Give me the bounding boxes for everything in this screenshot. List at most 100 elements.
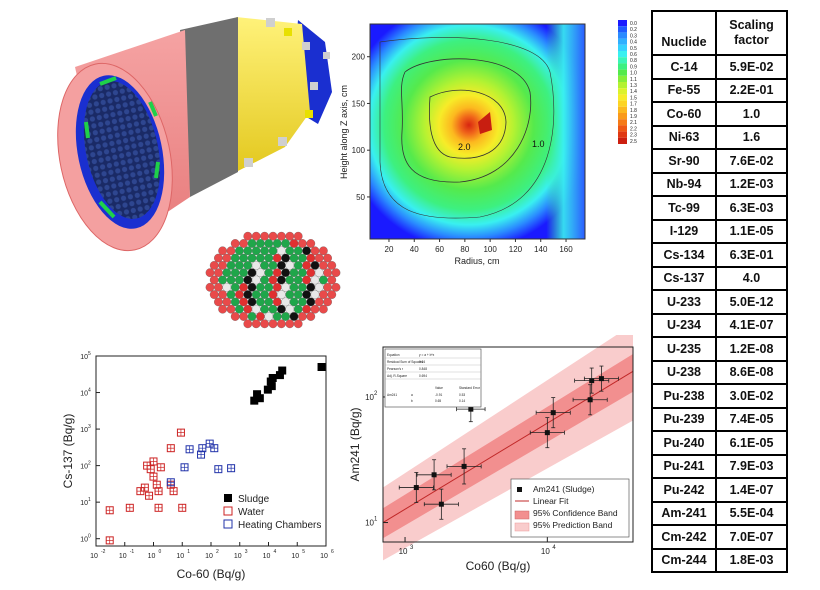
cell-nuclide: Pu-241 [651,453,717,479]
fuel-cell [268,246,278,256]
fuel-cell [264,239,274,248]
fuel-cell [243,231,253,241]
contour-y-ticks: 50 100 150 200 [352,53,370,202]
fuel-cell [277,290,286,299]
fuel-cell [281,282,290,292]
fuel-cell [226,246,236,256]
sludge-point [268,373,277,382]
colorbar-tick-label: 0.5 [630,46,637,52]
cell-nuclide: Tc-99 [651,195,717,221]
stats-param-cell: 0.14 [459,399,465,403]
fuel-cell [214,253,223,263]
fuel-cell [293,304,303,314]
table-row: Pu-238 3.0E-02 [651,383,788,409]
fuel-cell [243,304,253,314]
fuel-cell [272,297,282,307]
cylinder-body [57,17,332,252]
fuel-cell [289,253,299,263]
fuel-cell [256,312,265,321]
fuel-cell [235,275,244,285]
contour-frame [369,23,586,240]
fuel-cell [302,304,311,314]
fuel-cell [243,319,253,329]
fuel-cell [222,268,232,278]
stats-value: 0.24 [419,360,425,364]
cell-scaling-factor: 7.9E-03 [715,453,788,479]
colorbar-tick-label: 0.6 [630,52,637,58]
am241-point [587,397,593,403]
colorbar-swatch [618,44,627,51]
fuel-cell [327,261,337,270]
fuel-cell [285,261,295,270]
y-tick-label: 10 [80,354,88,361]
sludge-point [255,394,264,403]
fuel-cell [218,304,227,314]
x-tick-label: 10 [541,547,550,556]
fuel-cell [277,319,286,329]
am241-point [438,501,444,507]
fuel-cell [327,290,337,299]
colorbar-tick-label: 0.3 [630,33,637,39]
fuel-cell [323,253,332,263]
fuel-cell [293,290,303,299]
colorbar-tick-label: 1.1 [630,77,637,83]
sludge-point [278,366,287,375]
fuel-cell [235,246,244,256]
fuel-cell [277,231,286,241]
colorbar-tick-label: 0.2 [630,27,637,33]
cylinder-illustration [57,17,332,252]
colorbar-tick-label: 1.8 [630,108,637,114]
x-axis-label: Co-60 (Bq/g) [177,567,246,581]
fuel-cell [209,261,219,270]
legend-label: Water [238,507,265,518]
legend-marker-sludge [224,494,232,502]
contour-ylabel: Height along Z axis, cm [339,85,349,179]
table-row: Fe-55 2.2E-01 [651,77,788,103]
cell-scaling-factor: 5.9E-02 [715,54,788,80]
cell-nuclide: Cs-134 [651,242,717,268]
colorbar-tick-label: 1.4 [630,89,637,95]
header-scaling-factor: Scaling factor [715,10,788,56]
colorbar-swatch [618,131,627,138]
table-row: Co-60 1.0 [651,101,788,127]
fuel-cell [323,282,332,292]
table-row: Pu-242 1.4E-07 [651,477,788,503]
colorbar-swatch [618,94,627,101]
fuel-cell [251,275,261,285]
x-tick-label: 10 [291,553,299,560]
cell-nuclide: Cm-244 [651,547,717,573]
fuel-cell [230,282,240,292]
cell-scaling-factor: 1.2E-03 [715,171,788,197]
cell-nuclide: Co-60 [651,101,717,127]
fuel-cell [239,312,248,321]
cell-nuclide: Pu-240 [651,430,717,456]
legend-label: Sludge [238,494,270,505]
fuel-cell [285,319,295,329]
colorbar-tick-label: 1.3 [630,83,637,89]
fuel-cell [235,290,244,299]
colorbar-swatch [618,38,627,45]
contour-y-tick-label: 100 [352,146,366,155]
fuel-cell [260,304,269,314]
y-tick-exponent: 5 [88,351,91,357]
cell-scaling-factor: 7.4E-05 [715,406,788,432]
colorbar-tick-label: 2.3 [630,133,637,139]
fuel-cell [209,275,219,285]
colorbar-tick-label: 2.1 [630,120,637,126]
x-tick-exponent: 5 [302,549,305,555]
cell-nuclide: C-14 [651,54,717,80]
cell-scaling-factor: 4.1E-07 [715,312,788,338]
x-tick-label: 10 [205,553,213,560]
fuel-cell [272,239,282,248]
fuel-cell [268,290,278,299]
fuel-cell [298,253,307,263]
fuel-cell [331,268,341,278]
colorbar-swatch [618,26,627,33]
fuel-cell [214,297,223,307]
stats-param-header: Standard Error [459,386,481,390]
cell-scaling-factor: 5.0E-12 [715,289,788,315]
fuel-cell [289,312,299,321]
fuel-cell [251,246,261,256]
y-tick-label: 10 [80,391,88,398]
fuel-cell [264,282,274,292]
